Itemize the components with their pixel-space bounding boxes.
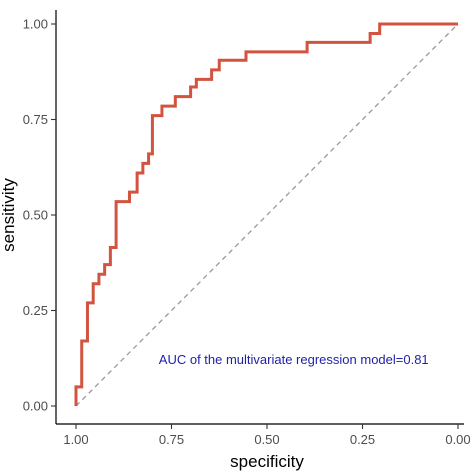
auc-annotation: AUC of the multivariate regression model… (159, 352, 429, 367)
x-tick-label: 0.00 (445, 432, 470, 447)
roc-curve-line (74, 22, 458, 406)
x-tick-label: 0.75 (159, 432, 184, 447)
y-axis-title: sensitivity (0, 178, 18, 252)
y-axis-ticks: 0.00 0.25 0.50 0.75 1.00 (23, 17, 56, 414)
x-axis-ticks: 1.00 0.75 0.50 0.25 0.00 (63, 424, 471, 447)
x-tick-label: 1.00 (63, 432, 88, 447)
y-tick-label: 0.75 (23, 112, 48, 127)
y-tick-label: 0.00 (23, 399, 48, 414)
plot-area: 1.00 0.75 0.50 0.25 0.00 0.000.250.500.751.0… (23, 10, 471, 447)
series-layer (74, 22, 459, 407)
y-tick-label: 0.25 (23, 303, 48, 318)
reference-diagonal-line (75, 23, 459, 407)
x-tick-label: 0.50 (254, 432, 279, 447)
y-tick-label: 0.50 (23, 208, 48, 223)
x-axis-title: specificity (230, 452, 304, 471)
x-tick-label: 0.25 (350, 432, 375, 447)
y-tick-label: 1.00 (23, 17, 48, 32)
